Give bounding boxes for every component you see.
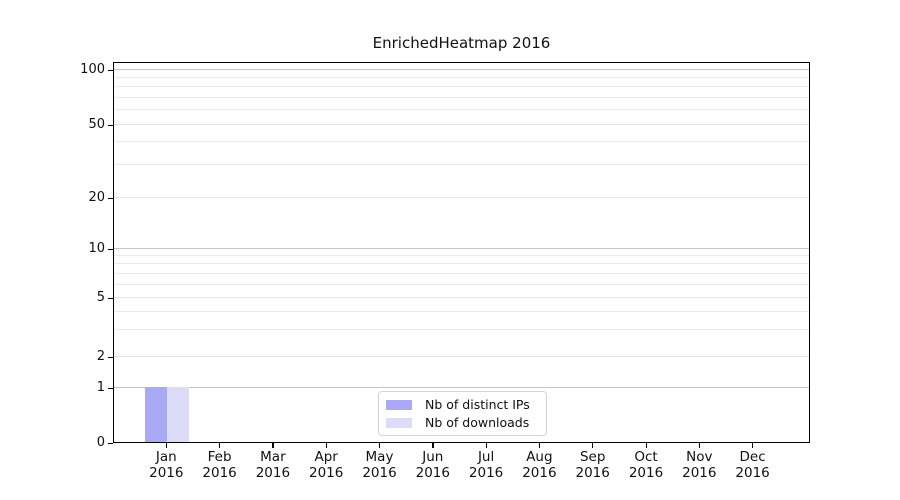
y-gridline-minor — [114, 310, 809, 312]
y-tick-label: 20 — [88, 190, 105, 205]
y-tick-mark — [108, 442, 113, 444]
legend-label-distinct-ips: Nb of distinct IPs — [425, 397, 530, 412]
x-tick-label-oct-2016: Oct 2016 — [628, 449, 664, 481]
x-tick-mark — [432, 443, 434, 448]
y-gridline-minor — [114, 283, 809, 285]
x-tick-label-jun-2016: Jun 2016 — [415, 449, 450, 481]
x-tick-month: Nov — [686, 449, 713, 465]
x-tick-year: 2016 — [149, 464, 184, 481]
chart-title: EnrichedHeatmap 2016 — [372, 34, 551, 52]
y-gridline-major — [114, 386, 809, 388]
x-tick-year: 2016 — [202, 464, 237, 481]
x-tick-year: 2016 — [575, 464, 610, 481]
y-gridline-minor — [114, 76, 809, 78]
legend-swatch-distinct-ips — [386, 400, 412, 410]
y-tick-label: 2 — [96, 349, 105, 364]
x-tick-mark — [538, 443, 541, 448]
x-tick-month: Sep — [579, 449, 606, 465]
y-gridline-minor — [114, 329, 809, 331]
x-tick-mark — [645, 443, 647, 448]
y-gridline-minor — [114, 263, 809, 265]
x-tick-label-jul-2016: Jul 2016 — [468, 449, 504, 481]
x-tick-label-nov-2016: Nov 2016 — [682, 449, 717, 481]
legend-item-downloads: Nb of downloads — [386, 416, 537, 430]
x-tick-mark — [752, 443, 754, 448]
y-tick-label: 50 — [88, 117, 105, 132]
x-tick-mark — [592, 443, 594, 448]
x-tick-label-apr-2016: Apr 2016 — [309, 449, 344, 481]
y-gridline-minor — [114, 141, 809, 143]
y-tick-label: 100 — [80, 62, 105, 77]
legend-swatch-downloads — [386, 418, 412, 428]
x-tick-month: Aug — [526, 449, 553, 465]
y-gridline-minor — [114, 86, 809, 88]
x-tick-mark — [485, 443, 487, 448]
x-tick-label-jan-2016: Jan 2016 — [149, 449, 184, 481]
legend: Nb of distinct IPs Nb of downloads — [378, 391, 547, 436]
y-tick-label: 1 — [96, 380, 105, 395]
x-tick-year: 2016 — [468, 464, 504, 481]
x-tick-mark — [325, 443, 327, 448]
y-gridline-minor — [114, 272, 809, 274]
y-gridline — [114, 196, 809, 198]
x-tick-year: 2016 — [255, 464, 291, 481]
y-tick-label: 0 — [96, 435, 105, 450]
y-tick-mark — [108, 297, 113, 299]
y-gridline-minor — [114, 96, 809, 98]
x-tick-year: 2016 — [362, 464, 397, 481]
x-tick-month: May — [365, 449, 394, 465]
legend-item-distinct-ips: Nb of distinct IPs — [386, 398, 537, 412]
x-tick-year: 2016 — [682, 464, 717, 481]
x-tick-month: Oct — [634, 449, 658, 465]
y-gridline — [114, 123, 809, 125]
x-tick-label-dec-2016: Dec 2016 — [735, 449, 770, 481]
x-tick-label-may-2016: May 2016 — [362, 449, 397, 481]
x-tick-month: Jan — [155, 449, 177, 465]
y-tick-mark — [108, 356, 113, 358]
x-tick-label-feb-2016: Feb 2016 — [202, 449, 237, 481]
y-gridline-minor — [114, 254, 809, 256]
y-gridline-major — [114, 247, 809, 249]
x-tick-year: 2016 — [522, 464, 557, 481]
y-gridline — [114, 296, 809, 298]
x-tick-year: 2016 — [628, 464, 664, 481]
x-tick-mark — [379, 443, 381, 448]
y-gridline-minor — [114, 109, 809, 111]
y-tick-label: 10 — [88, 241, 105, 256]
x-tick-label-mar-2016: Mar 2016 — [255, 449, 291, 481]
x-tick-year: 2016 — [735, 464, 770, 481]
x-tick-year: 2016 — [309, 464, 344, 481]
x-tick-mark — [698, 443, 701, 448]
bar-nb-of-downloads-jan-2016 — [167, 387, 190, 442]
y-gridline-minor — [114, 164, 809, 166]
x-tick-mark — [165, 443, 168, 448]
y-tick-mark — [108, 124, 113, 126]
x-tick-month: Mar — [260, 449, 286, 465]
y-tick-mark — [108, 197, 113, 199]
y-tick-label: 5 — [96, 290, 105, 305]
x-tick-mark — [272, 443, 274, 448]
x-tick-label-aug-2016: Aug 2016 — [522, 449, 557, 481]
x-tick-mark — [219, 443, 221, 448]
bar-nb-of-distinct-ips-jan-2016 — [145, 387, 168, 442]
x-tick-month: Feb — [207, 449, 232, 465]
legend-label-downloads: Nb of downloads — [425, 415, 530, 430]
y-gridline — [114, 355, 809, 357]
x-tick-label-sep-2016: Sep 2016 — [575, 449, 610, 481]
x-tick-month: Jul — [477, 449, 495, 465]
y-tick-mark — [108, 387, 113, 389]
y-tick-mark — [108, 69, 113, 71]
x-tick-year: 2016 — [415, 464, 450, 481]
x-tick-month: Apr — [314, 449, 338, 465]
y-tick-mark — [108, 248, 113, 250]
x-tick-month: Jun — [422, 449, 444, 465]
x-tick-month: Dec — [739, 449, 766, 465]
y-gridline-major — [114, 68, 809, 70]
plot-area — [113, 62, 810, 443]
